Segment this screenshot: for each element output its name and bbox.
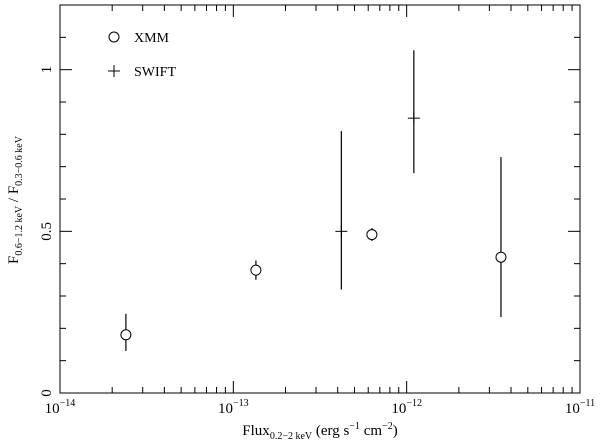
xmm-point	[366, 229, 378, 241]
axis-ticks	[59, 4, 581, 394]
x-tick-label: 10−13	[218, 398, 249, 417]
y-tick-label: 0	[39, 389, 55, 397]
x-tick-label: 10−14	[45, 398, 76, 417]
legend: XMM SWIFT	[108, 31, 176, 80]
x-tick-label: 10−11	[565, 398, 595, 417]
xmm-point	[250, 264, 262, 276]
y-tick-label: 1	[39, 66, 55, 74]
plot-frame	[59, 4, 581, 394]
data-marks	[120, 50, 507, 351]
x-tick-label: 10−12	[391, 398, 422, 417]
xmm-point	[120, 329, 132, 341]
legend-label: XMM	[134, 31, 170, 46]
x-axis-title: Flux0.2−2 keV (erg s−1 cm−2)	[242, 421, 397, 442]
y-tick-label: 0.5	[39, 222, 55, 241]
legend-marker-circle	[108, 31, 120, 43]
legend-label: SWIFT	[134, 65, 176, 80]
axis-tick-labels: 10−14 10−13 10−12 10−11 0 0.5 1	[39, 66, 595, 417]
xmm-point	[495, 251, 507, 263]
y-axis-title: F0.6−1.2 keV / F0.3−0.6 keV	[6, 135, 25, 264]
